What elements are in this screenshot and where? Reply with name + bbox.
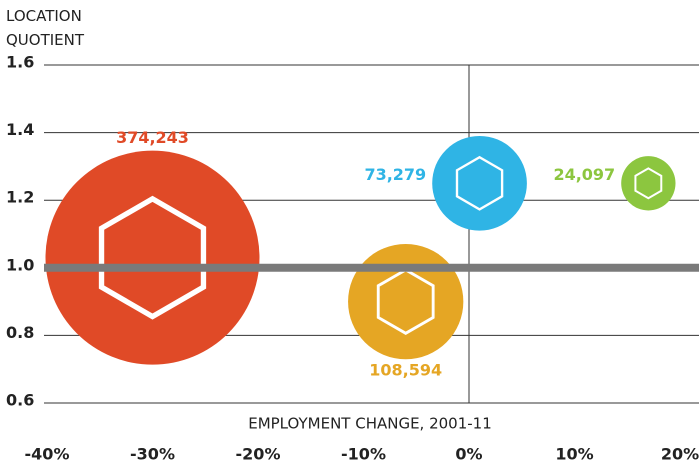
bubble (348, 243, 464, 360)
y-tick-label: 1.6 (6, 53, 34, 72)
bubble (432, 135, 527, 231)
data-label: 108,594 (369, 361, 442, 380)
x-tick-label: 0% (455, 445, 482, 464)
x-tick-label: -30% (130, 445, 175, 464)
y-axis-label-line: QUOTIENT (6, 31, 85, 49)
y-tick-label: 0.6 (6, 391, 34, 410)
bubble-icon (98, 195, 207, 320)
bubble-icon (455, 155, 504, 211)
bubble (45, 150, 260, 365)
data-label: 374,243 (116, 128, 189, 147)
data-label: 24,097 (553, 165, 615, 184)
bubble-icon (634, 167, 663, 200)
y-tick-label: 1.4 (6, 120, 34, 139)
x-tick-label: -40% (25, 445, 70, 464)
y-axis-label: LOCATION QUOTIENT (6, 7, 85, 49)
y-tick-label: 1.2 (6, 188, 34, 207)
y-tick-label: 1.0 (6, 255, 34, 274)
y-tick-label: 0.8 (6, 323, 34, 342)
x-tick-label: -10% (341, 445, 386, 464)
x-tick-label: 20% (661, 445, 699, 464)
bubble-icon (376, 268, 435, 335)
y-axis-label-line: LOCATION (6, 7, 82, 25)
x-axis-label: EMPLOYMENT CHANGE, 2001-11 (248, 415, 492, 433)
x-tick-label: 10% (555, 445, 593, 464)
x-tick-label: -20% (236, 445, 281, 464)
data-label: 73,279 (364, 165, 426, 184)
bubble (621, 156, 676, 211)
